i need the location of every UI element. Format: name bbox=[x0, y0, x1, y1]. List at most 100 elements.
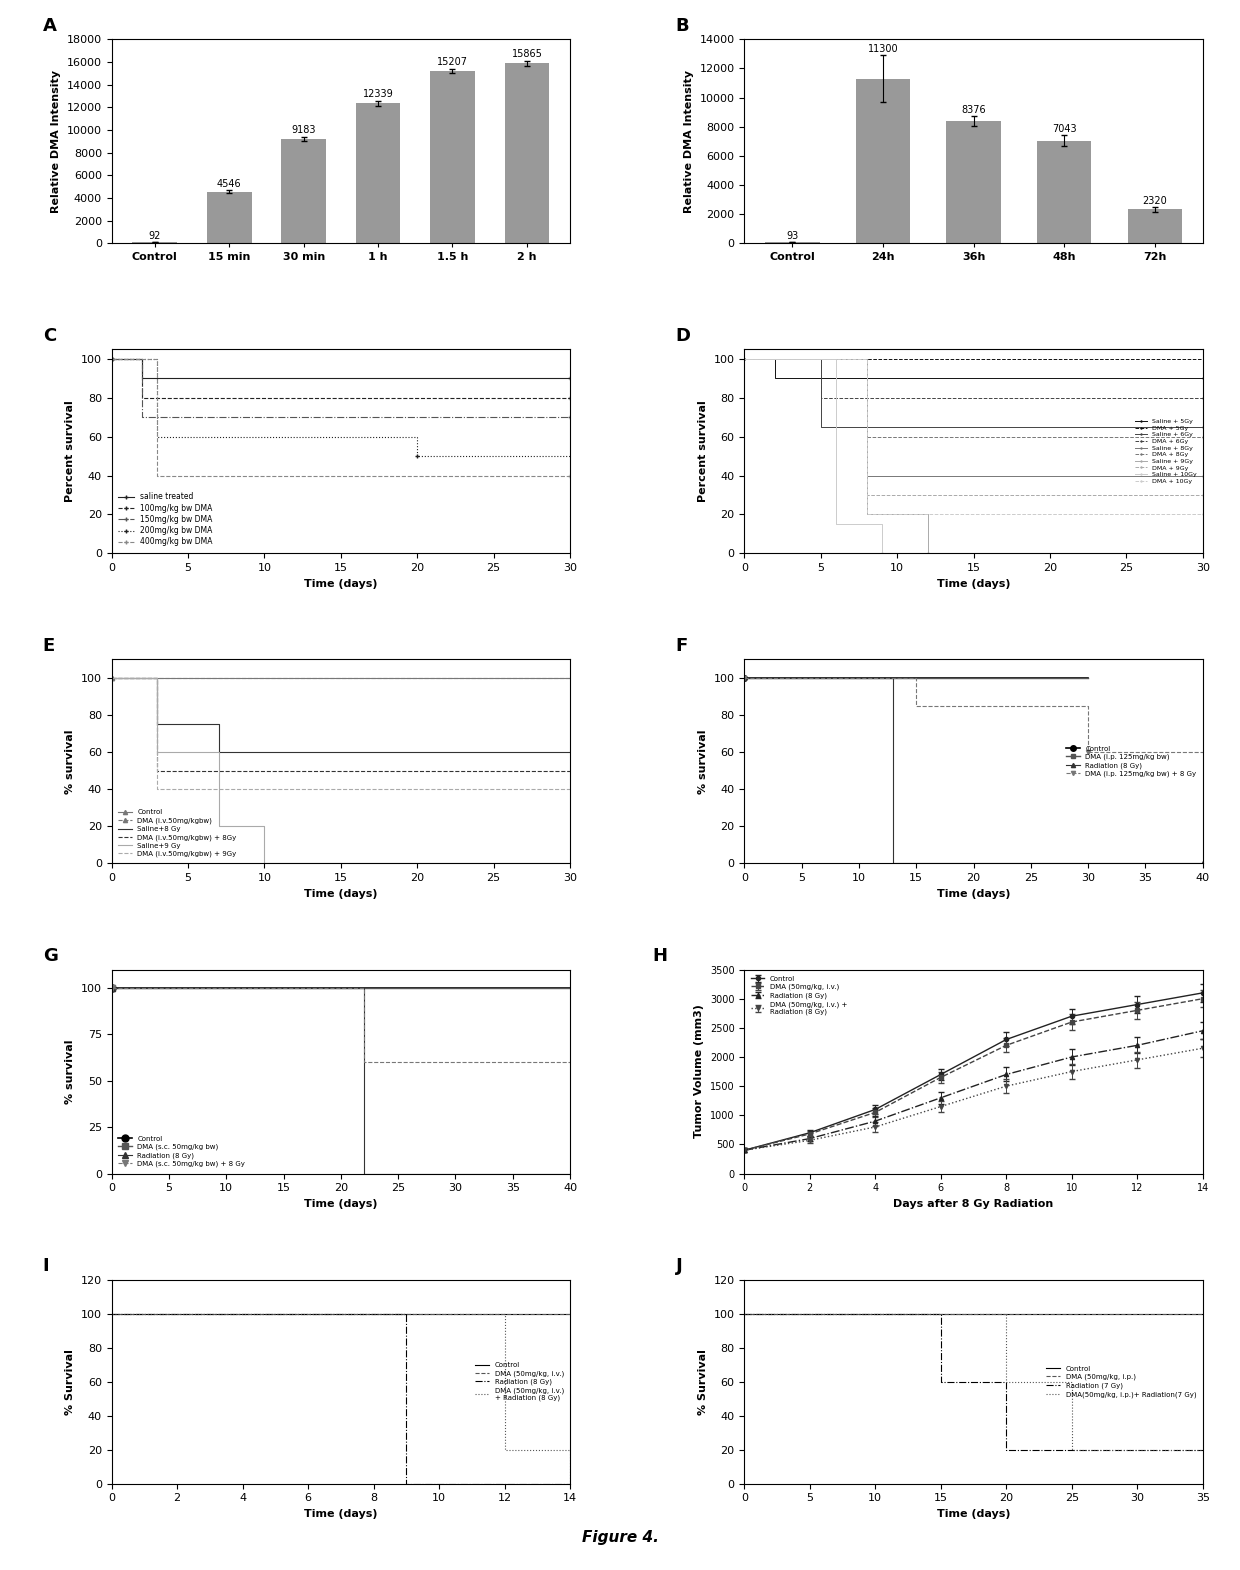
Text: 2320: 2320 bbox=[1142, 196, 1167, 206]
Saline+9 Gy bbox=[150, 743, 165, 761]
Line: DMA(50mg/kg, i.p.)+ Radiation(7 Gy): DMA(50mg/kg, i.p.)+ Radiation(7 Gy) bbox=[744, 1314, 1203, 1449]
Saline + 9Gy bbox=[859, 506, 874, 524]
Saline+9 Gy bbox=[257, 854, 272, 873]
Control bbox=[737, 669, 751, 688]
DMA (i.p. 125mg/kg bw) bbox=[737, 669, 751, 688]
Radiation (8 Gy) bbox=[852, 669, 867, 688]
400mg/kg bw DMA bbox=[104, 350, 119, 369]
Text: 9183: 9183 bbox=[291, 126, 316, 135]
DMA (50mg/kg, i.v.)
+ Radiation (8 Gy) bbox=[104, 1305, 119, 1324]
100mg/kg bw DMA bbox=[135, 388, 150, 407]
400mg/kg bw DMA bbox=[150, 466, 165, 485]
X-axis label: Time (days): Time (days) bbox=[304, 579, 378, 589]
Radiation (7 Gy) bbox=[999, 1440, 1014, 1459]
Saline + 10Gy bbox=[1195, 543, 1210, 562]
Saline+8 Gy bbox=[563, 743, 578, 761]
DMA (i.p. 125mg/kg bw) + 8 Gy bbox=[1195, 743, 1210, 761]
Radiation (8 Gy) bbox=[737, 669, 751, 688]
Control bbox=[1081, 669, 1096, 688]
200mg/kg bw DMA bbox=[104, 350, 119, 369]
Bar bbox=[281, 140, 326, 243]
DMA (s.c. 50mg/kg bw) + 8 Gy bbox=[277, 978, 291, 997]
DMA (i.v.50mg/kgbw) + 8Gy bbox=[104, 669, 119, 688]
Line: DMA + 6Gy: DMA + 6Gy bbox=[743, 358, 1204, 399]
Text: 12339: 12339 bbox=[362, 89, 393, 99]
Bar bbox=[430, 71, 475, 243]
Radiation (8 Gy) bbox=[563, 1163, 578, 1182]
Saline+9 Gy bbox=[563, 854, 578, 873]
Line: DMA (50mg/kg, i.v.)
+ Radiation (8 Gy): DMA (50mg/kg, i.v.) + Radiation (8 Gy) bbox=[112, 1314, 570, 1484]
Line: saline treated: saline treated bbox=[110, 358, 572, 380]
DMA + 6Gy bbox=[813, 388, 828, 407]
Saline+8 Gy bbox=[211, 743, 226, 761]
DMA (s.c. 50mg/kg bw) + 8 Gy bbox=[104, 978, 119, 997]
DMA + 10Gy bbox=[737, 350, 751, 369]
Line: Saline + 10Gy: Saline + 10Gy bbox=[743, 358, 1204, 554]
Bar bbox=[356, 104, 401, 243]
Line: Saline + 5Gy: Saline + 5Gy bbox=[743, 358, 1204, 380]
150mg/kg bw DMA bbox=[104, 350, 119, 369]
Text: 4546: 4546 bbox=[217, 179, 242, 188]
DMA + 8Gy bbox=[1195, 427, 1210, 446]
Radiation (8 Gy) bbox=[885, 854, 900, 873]
Saline + 8Gy bbox=[859, 466, 874, 485]
DMA + 8Gy bbox=[859, 427, 874, 446]
Y-axis label: Relative DMA Intensity: Relative DMA Intensity bbox=[51, 69, 61, 214]
Legend: Control, DMA (50mg/kg, i.p.), Radiation (7 Gy), DMA(50mg/kg, i.p.)+ Radiation(7 : Control, DMA (50mg/kg, i.p.), Radiation … bbox=[1044, 1363, 1199, 1400]
X-axis label: Time (days): Time (days) bbox=[304, 1509, 378, 1518]
Line: Saline + 9Gy: Saline + 9Gy bbox=[743, 358, 1204, 554]
Text: I: I bbox=[43, 1258, 50, 1275]
Legend: Control, DMA (50mg/kg, i.v.), Radiation (8 Gy), DMA (50mg/kg, i.v.) +
Radiation : Control, DMA (50mg/kg, i.v.), Radiation … bbox=[748, 973, 851, 1017]
Legend: Saline + 5Gy, DMA + 5Gy, Saline + 6Gy, DMA + 6Gy, Saline + 8Gy, DMA + 8Gy, Salin: Saline + 5Gy, DMA + 5Gy, Saline + 6Gy, D… bbox=[1132, 416, 1199, 487]
Y-axis label: % Survival: % Survival bbox=[66, 1349, 76, 1415]
Legend: Control, DMA (50mg/kg, i.v.), Radiation (8 Gy), DMA (50mg/kg, i.v.)
+ Radiation : Control, DMA (50mg/kg, i.v.), Radiation … bbox=[472, 1360, 567, 1404]
Y-axis label: % Survival: % Survival bbox=[698, 1349, 708, 1415]
saline treated bbox=[104, 350, 119, 369]
saline treated bbox=[135, 369, 150, 388]
DMA (50mg/kg, i.v.)
+ Radiation (8 Gy) bbox=[563, 1474, 578, 1493]
DMA(50mg/kg, i.p.)+ Radiation(7 Gy) bbox=[934, 1305, 949, 1324]
DMA + 8Gy bbox=[737, 350, 751, 369]
DMA (s.c. 50mg/kg bw) + 8 Gy bbox=[356, 1053, 371, 1072]
Bar bbox=[207, 192, 252, 243]
Bar bbox=[1037, 141, 1091, 243]
200mg/kg bw DMA bbox=[409, 447, 424, 466]
Text: E: E bbox=[43, 637, 55, 655]
Line: 400mg/kg bw DMA: 400mg/kg bw DMA bbox=[110, 358, 572, 477]
Y-axis label: % survival: % survival bbox=[698, 728, 708, 794]
Bar bbox=[856, 78, 910, 243]
DMA(50mg/kg, i.p.)+ Radiation(7 Gy) bbox=[1195, 1440, 1210, 1459]
DMA(50mg/kg, i.p.)+ Radiation(7 Gy) bbox=[737, 1305, 751, 1324]
Saline + 6Gy bbox=[1195, 418, 1210, 436]
Text: 93: 93 bbox=[786, 231, 799, 240]
Saline + 10Gy bbox=[874, 543, 889, 562]
Line: DMA (s.c. 50mg/kg bw) + 8 Gy: DMA (s.c. 50mg/kg bw) + 8 Gy bbox=[109, 986, 573, 1064]
Line: Saline+9 Gy: Saline+9 Gy bbox=[112, 678, 570, 864]
X-axis label: Time (days): Time (days) bbox=[936, 1509, 1011, 1518]
DMA + 6Gy bbox=[1195, 388, 1210, 407]
Line: DMA (i.p. 125mg/kg bw): DMA (i.p. 125mg/kg bw) bbox=[743, 677, 1090, 680]
DMA (s.c. 50mg/kg bw) + 8 Gy bbox=[563, 1053, 578, 1072]
Y-axis label: Tumor Volume (mm3): Tumor Volume (mm3) bbox=[694, 1005, 704, 1138]
Text: B: B bbox=[676, 17, 689, 35]
Text: J: J bbox=[676, 1258, 682, 1275]
DMA + 10Gy bbox=[1195, 506, 1210, 524]
Line: Saline + 6Gy: Saline + 6Gy bbox=[743, 358, 1204, 429]
Text: Figure 4.: Figure 4. bbox=[582, 1529, 658, 1545]
Line: Radiation (8 Gy): Radiation (8 Gy) bbox=[109, 986, 573, 1176]
Text: G: G bbox=[43, 947, 58, 966]
Radiation (8 Gy) bbox=[356, 1163, 371, 1182]
Y-axis label: Percent survival: Percent survival bbox=[698, 400, 708, 502]
Saline+9 Gy bbox=[104, 669, 119, 688]
DMA + 9Gy bbox=[1195, 485, 1210, 504]
DMA (i.p. 125mg/kg bw) + 8 Gy bbox=[852, 669, 867, 688]
Saline + 5Gy bbox=[737, 350, 751, 369]
200mg/kg bw DMA bbox=[563, 447, 578, 466]
Radiation (7 Gy) bbox=[737, 1305, 751, 1324]
Line: 150mg/kg bw DMA: 150mg/kg bw DMA bbox=[110, 358, 572, 419]
Line: Control: Control bbox=[742, 675, 1091, 681]
Text: F: F bbox=[676, 637, 688, 655]
Saline + 5Gy bbox=[1195, 369, 1210, 388]
saline treated bbox=[563, 369, 578, 388]
Radiation (8 Gy) bbox=[563, 1474, 578, 1493]
